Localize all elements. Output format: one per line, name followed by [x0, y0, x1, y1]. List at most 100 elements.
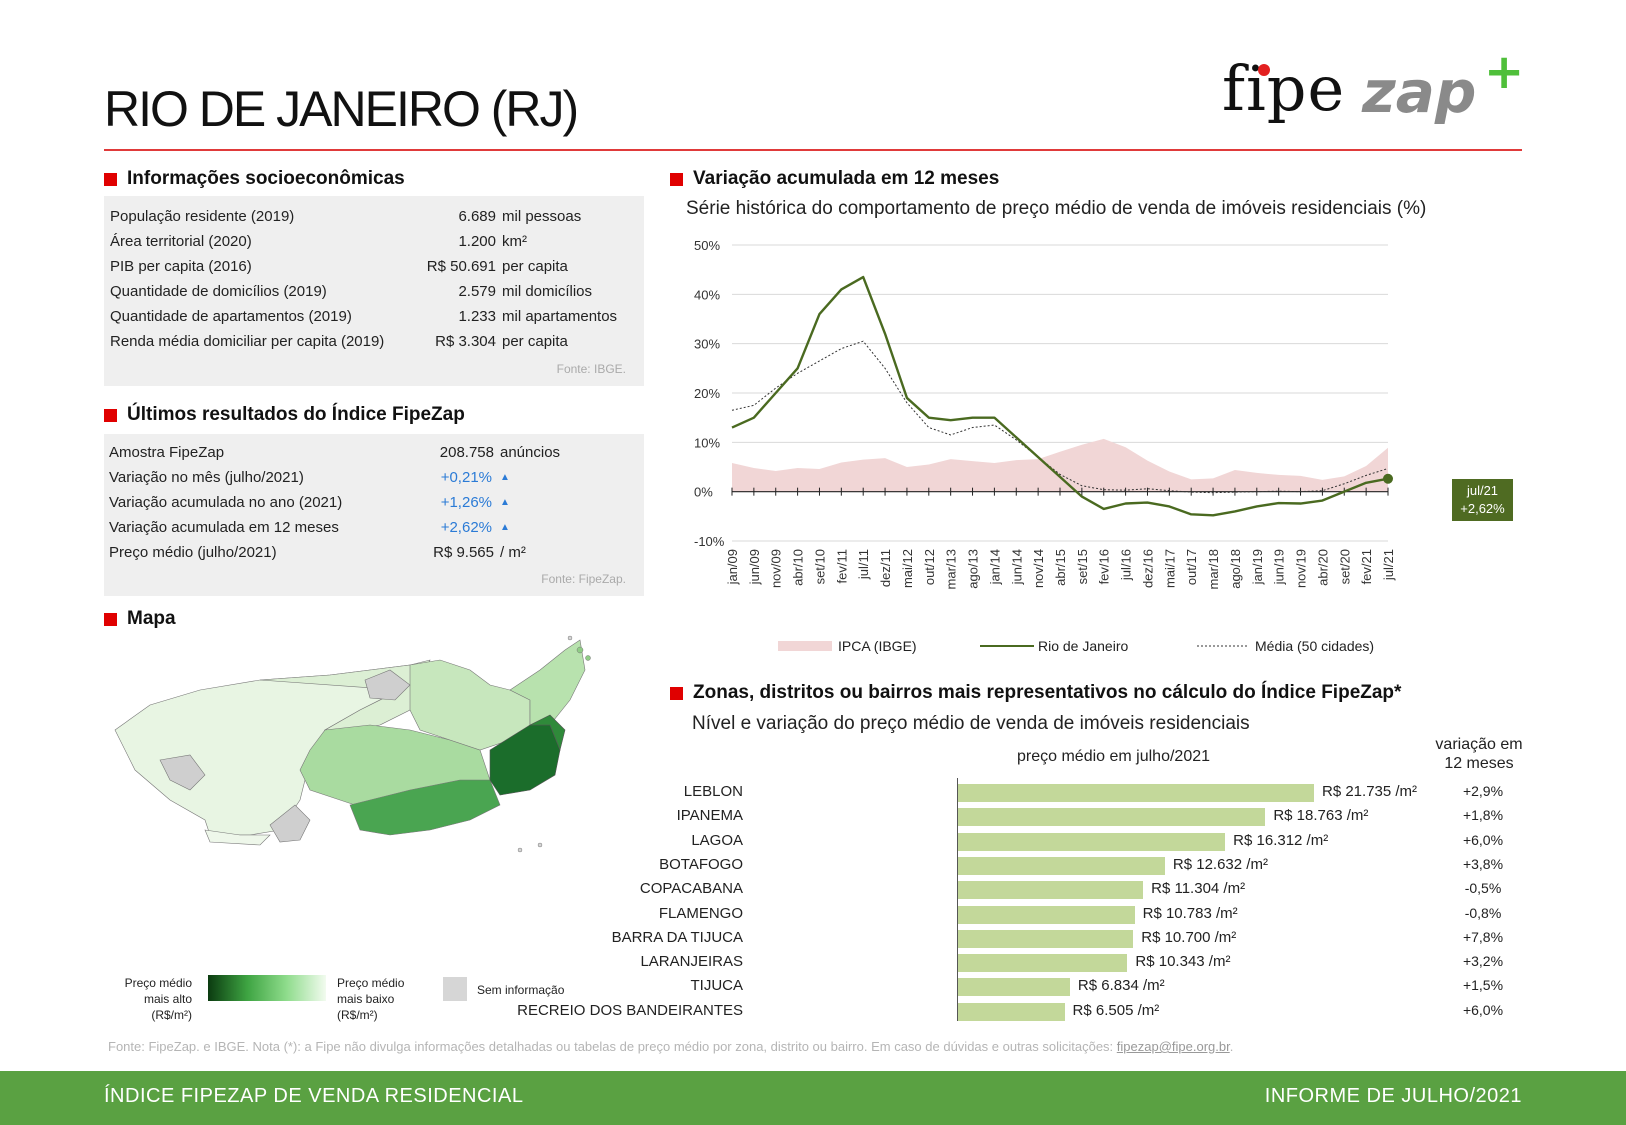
footnote-text: Fonte: FipeZap. e IBGE. Nota (*): a Fipe…: [108, 1039, 1117, 1054]
zones-bar-chart: LEBLON R$ 21.735 /m² +2,9% IPANEMA R$ 18.763…: [517, 770, 1540, 1030]
bar-value-label: R$ 11.304 /m²: [1151, 880, 1246, 898]
x-tick-label: out/12: [922, 549, 937, 585]
bar: [958, 784, 1314, 802]
bar-row: LARANJEIRAS R$ 10.343 /m² +3,2%: [640, 951, 1540, 975]
bar-value-label: R$ 18.763 /m²: [1273, 807, 1369, 825]
red-square-icon: [670, 686, 683, 700]
socio-row: Quantidade de domicílios (2019) 2.579 mi…: [104, 283, 644, 307]
bar-variation-label: +3,8%: [1462, 855, 1504, 872]
socio-label: Área territorial (2020): [110, 233, 252, 250]
map-coast-dark: [349, 779, 501, 836]
variation-header-line: variação em: [1435, 736, 1523, 753]
x-tick-label: fev/11: [834, 549, 849, 583]
variation-header-line: 12 meses: [1444, 755, 1514, 772]
footer-left-text: ÍNDICE FIPEZAP DE VENDA RESIDENCIAL: [104, 1085, 524, 1107]
socio-value: R$ 3.304: [435, 333, 496, 350]
fipezap-row: Amostra FipeZap 208.758 anúncios: [104, 444, 644, 468]
socio-unit: mil pessoas: [502, 208, 582, 225]
socio-value: R$ 50.691: [426, 258, 496, 275]
legend-media-label: Média (50 cidades): [1255, 638, 1374, 654]
x-tick-label: nov/14: [1031, 549, 1046, 588]
fipezap-title-text: Últimos resultados do Índice FipeZap: [127, 404, 465, 425]
socio-label: Quantidade de apartamentos (2019): [110, 308, 352, 325]
map-legend-high: Preço médio mais alto (R$/m²): [104, 975, 192, 1023]
no-info-swatch: [443, 977, 467, 1001]
x-tick-label: jan/19: [1250, 549, 1265, 585]
bar: [958, 929, 1134, 948]
x-tick-label: set/10: [812, 549, 827, 584]
bar: [958, 1002, 1065, 1021]
bar: [958, 905, 1135, 924]
fipezap-label: Variação acumulada em 12 meses: [109, 519, 339, 536]
fipezap-label: Amostra FipeZap: [109, 444, 225, 461]
footnote-end: .: [1229, 1039, 1234, 1054]
bar-variation-label: +6,0%: [1462, 831, 1504, 848]
socio-label: PIB per capita (2016): [110, 258, 252, 275]
rio-line: [731, 275, 1389, 517]
x-tick-label: dez/16: [1140, 549, 1155, 588]
x-tick-label: dez/11: [878, 549, 893, 587]
map-north-east: [509, 639, 586, 726]
socio-value: 1.233: [458, 308, 496, 325]
x-tick-label: fev/21: [1359, 549, 1374, 584]
bar-category-label: IPANEMA: [676, 807, 743, 825]
x-tick-label: jun/09: [747, 549, 762, 585]
bar-variation-label: +1,8%: [1462, 807, 1504, 824]
bar-category-label: COPACABANA: [639, 880, 743, 898]
footnote-email-link[interactable]: fipezap@fipe.org.br: [1116, 1039, 1230, 1054]
red-square-icon: [104, 408, 117, 422]
logo-fipe-text: fipe: [1222, 52, 1346, 125]
map-gray-north: [364, 669, 411, 701]
bar-row: TIJUCA R$ 6.834 /m² +1,5%: [690, 975, 1540, 999]
bar-value-label: R$ 10.783 /m²: [1142, 904, 1238, 922]
logo-red-dot: [1258, 64, 1270, 76]
fipezap-source: Fonte: FipeZap.: [541, 572, 626, 586]
bar-value-label: R$ 6.834 /m²: [1077, 977, 1165, 995]
bar-category-label: LAGOA: [691, 831, 743, 849]
legend-low-line: mais baixo: [337, 992, 395, 1006]
footnote: Fonte: FipeZap. e IBGE. Nota (*): a Fipe…: [108, 1039, 1233, 1054]
variation-section-title: Variação acumulada em 12 meses: [670, 168, 999, 190]
socio-value: 6.689: [458, 208, 496, 225]
legend-high-line: mais alto: [143, 992, 192, 1006]
bar-row: IPANEMA R$ 18.763 /m² +1,8%: [677, 805, 1540, 829]
bar: [958, 832, 1226, 851]
x-tick-label: jul/16: [1119, 549, 1134, 581]
socio-label: Renda média domiciliar per capita (2019): [110, 333, 385, 350]
fipezap-label: Variação no mês (julho/2021): [109, 469, 304, 486]
page-title: RIO DE JANEIRO (RJ): [104, 81, 579, 137]
bar: [958, 881, 1144, 900]
y-tick-label: -10%: [694, 534, 725, 549]
fipezap-row: Variação acumulada em 12 meses +2,62% ▲: [104, 519, 644, 543]
footer-right-text: INFORME DE JULHO/2021: [1264, 1085, 1522, 1107]
bar-row: LAGOA R$ 16.312 /m² +6,0%: [690, 830, 1540, 854]
badge-value: +2,62%: [1460, 501, 1505, 516]
map-island: [585, 655, 591, 661]
x-tick-label: jan/14: [987, 549, 1002, 585]
fipezap-row: Preço médio (julho/2021) R$ 9.565 / m²: [104, 544, 644, 568]
up-arrow-icon: ▲: [500, 522, 510, 533]
bar-row: RECREIO DOS BANDEIRANTES R$ 6.505 /m² +6,0…: [517, 1000, 1540, 1024]
bar-row: FLAMENGO R$ 10.783 /m² -0,8%: [659, 903, 1540, 927]
bar-value-label: R$ 12.632 /m²: [1172, 855, 1268, 873]
y-tick-label: 0%: [694, 485, 713, 500]
fipezap-label: Variação acumulada no ano (2021): [109, 494, 343, 511]
bar-category-label: RECREIO DOS BANDEIRANTES: [517, 1001, 743, 1019]
x-tick-label: set/20: [1337, 549, 1352, 584]
bar-value-label: R$ 21.735 /m²: [1322, 783, 1418, 800]
x-tick-label: out/17: [1184, 549, 1199, 585]
x-tick-label: mar/18: [1206, 549, 1221, 589]
x-tick-label: mar/13: [944, 549, 959, 589]
x-tick-label: jul/11: [856, 549, 871, 580]
legend-rio-label: Rio de Janeiro: [1038, 638, 1128, 654]
legend-no-info: Sem informação: [477, 983, 565, 997]
bar-category-label: BOTAFOGO: [659, 855, 743, 873]
y-tick-label: 50%: [694, 238, 720, 253]
bar: [958, 954, 1128, 973]
bar-variation-label: +1,5%: [1462, 977, 1504, 994]
x-tick-label: abr/20: [1315, 549, 1330, 586]
socio-title-text: Informações socioeconômicas: [127, 168, 405, 189]
bar-variation-label: +6,0%: [1462, 1001, 1504, 1018]
red-square-icon: [104, 172, 117, 186]
x-tick-label: nov/19: [1294, 549, 1309, 588]
